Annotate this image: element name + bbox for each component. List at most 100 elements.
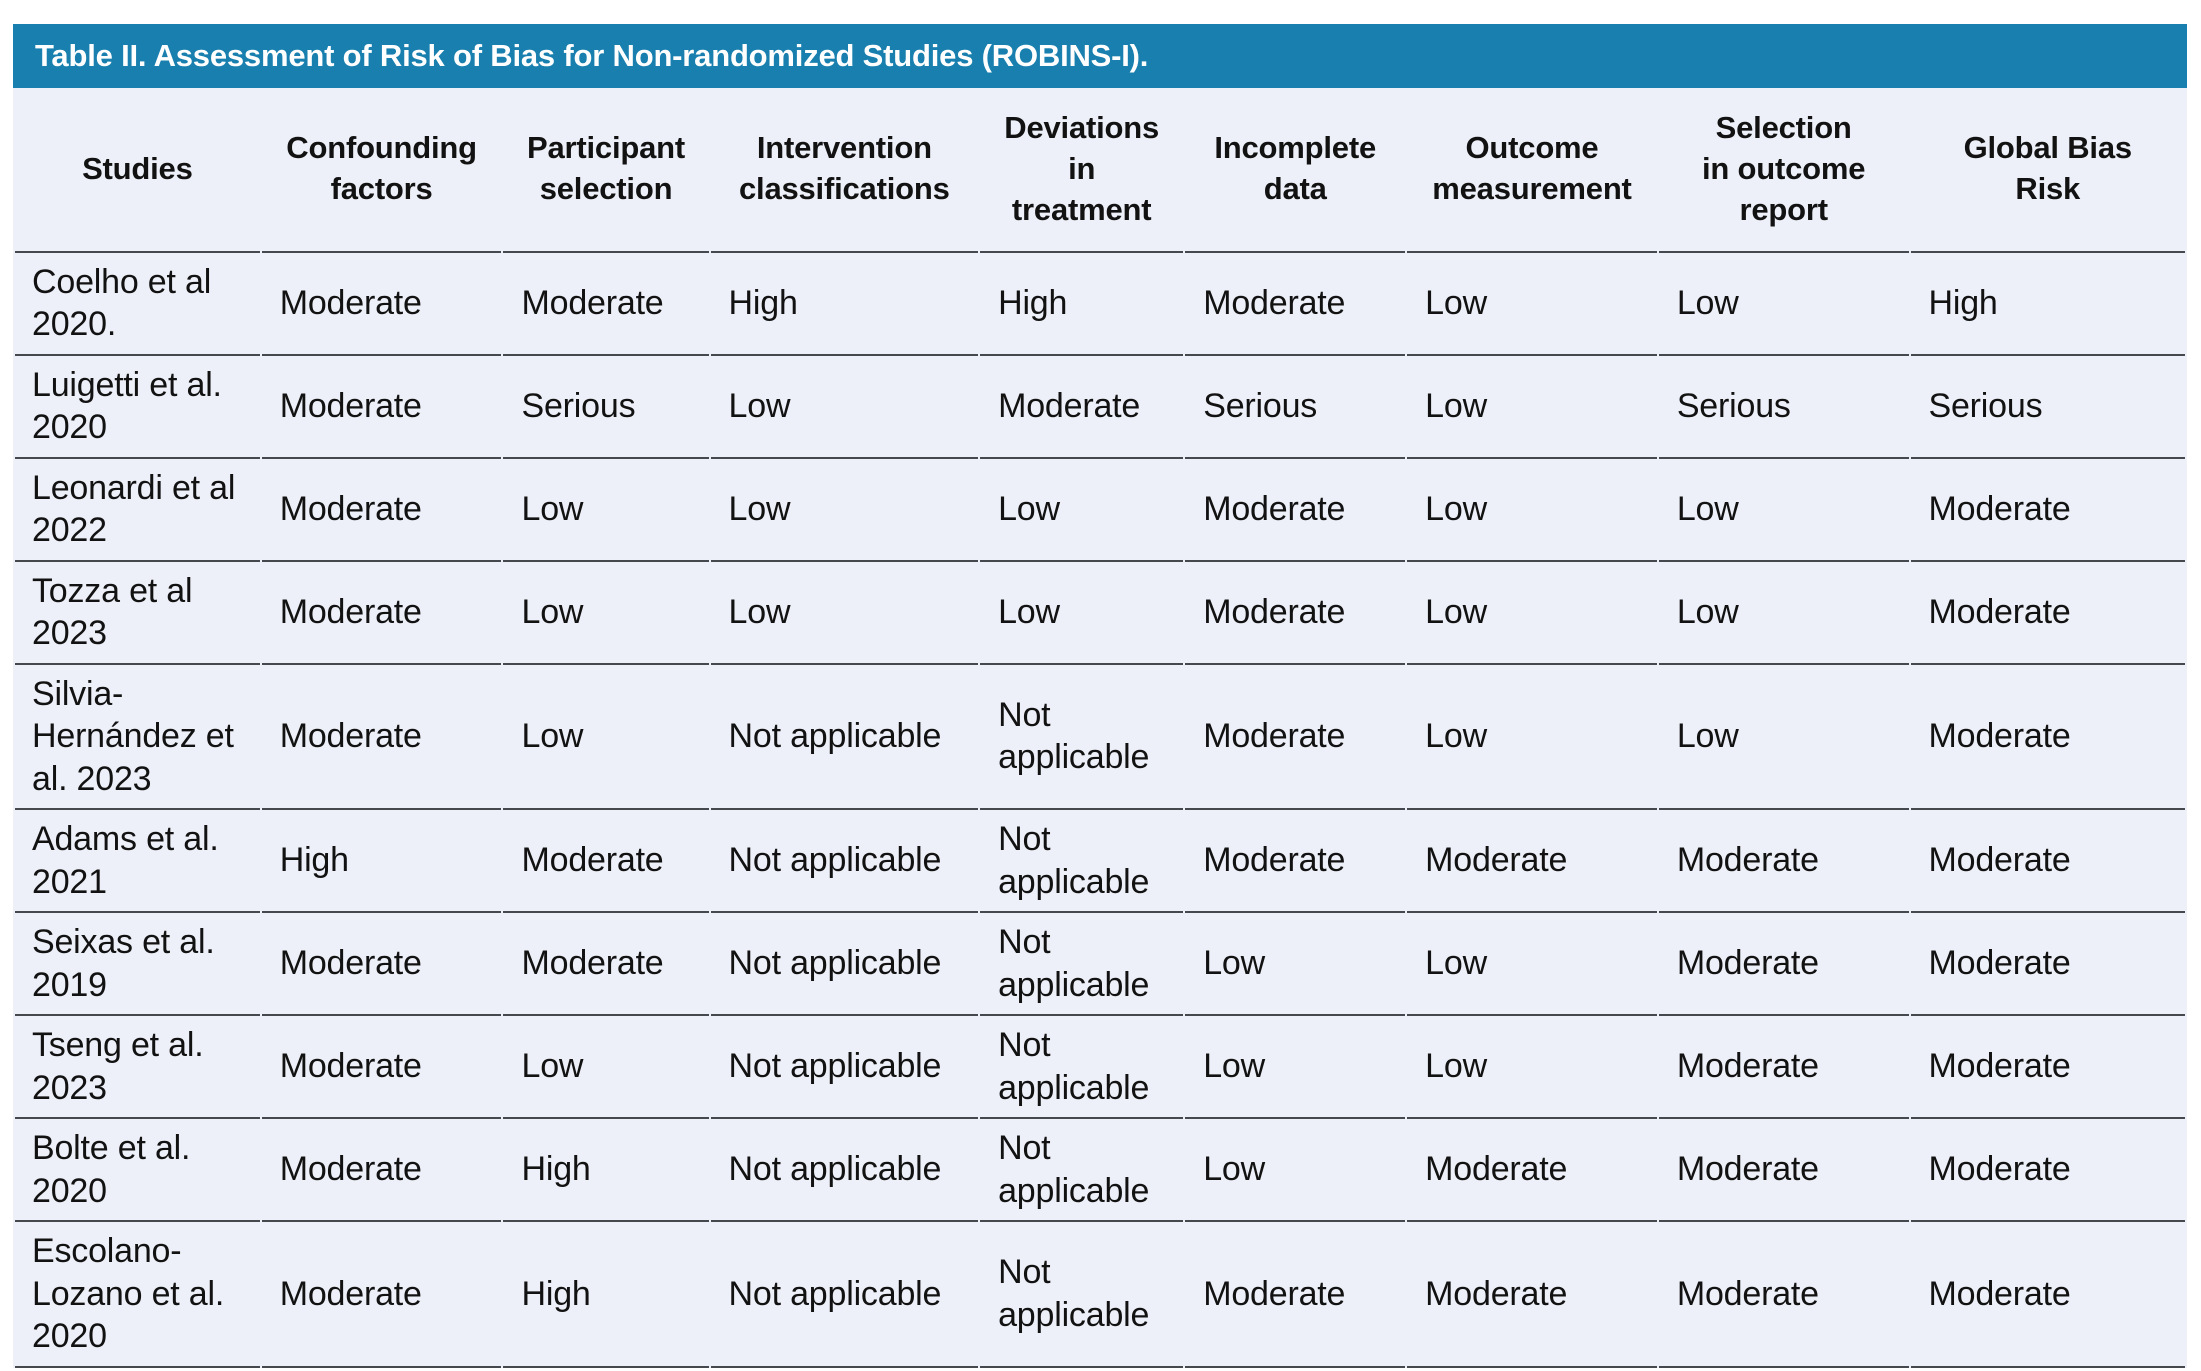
col-header-incomplete: Incomplete data [1185,88,1406,253]
col-header-deviations: Deviations in treatment [980,88,1184,253]
value-cell: High [1910,252,2185,356]
value-cell: Moderate [1910,664,2185,811]
value-cell: Moderate [1658,810,1909,914]
study-cell: Leonardi et al 2022 [15,458,260,562]
value-cell: Low [503,458,709,562]
value-cell: Moderate [1185,252,1406,356]
study-cell: Escolano- Lozano et al. 2020 [15,1222,260,1368]
value-cell: Moderate [261,355,502,459]
value-cell: Not applicable [710,1119,979,1223]
value-cell: High [710,252,979,356]
table-row: Tseng et al. 2023 Moderate Low Not applicab… [15,1016,2185,1120]
col-header-outcome: Outcome measurement [1407,88,1657,253]
value-cell: Serious [1658,355,1909,459]
value-cell: Not applicable [980,1016,1184,1120]
value-cell: Moderate [1185,458,1406,562]
value-cell: Moderate [1910,561,2185,665]
value-cell: Moderate [1910,1119,2185,1223]
value-cell: Low [1407,458,1657,562]
value-cell: Moderate [1910,913,2185,1017]
study-cell: Coelho et al 2020. [15,252,260,356]
value-cell: Low [1185,1119,1406,1223]
value-cell: Low [1185,1016,1406,1120]
value-cell: Moderate [261,1222,502,1368]
value-cell: Moderate [1185,561,1406,665]
value-cell: Moderate [1910,458,2185,562]
value-cell: Low [1407,1016,1657,1120]
value-cell: Not applicable [980,1222,1184,1368]
value-cell: Moderate [261,664,502,811]
value-cell: Low [710,355,979,459]
value-cell: Serious [503,355,709,459]
value-cell: Moderate [503,913,709,1017]
value-cell: Low [1658,664,1909,811]
value-cell: Not applicable [710,664,979,811]
table-row: Tozza et al 2023 Moderate Low Low Low Moderat… [15,561,2185,665]
value-cell: Moderate [1407,1119,1657,1223]
value-cell: Moderate [1658,1119,1909,1223]
value-cell: Low [1658,252,1909,356]
value-cell: High [503,1222,709,1368]
value-cell: Low [503,1016,709,1120]
value-cell: Low [980,458,1184,562]
table-row: Seixas et al. 2019 Moderate Moderate Not ap… [15,913,2185,1017]
col-header-confounding: Confounding factors [261,88,502,253]
value-cell: Moderate [1910,1016,2185,1120]
value-cell: Serious [1910,355,2185,459]
col-header-intervention: Intervention classifications [710,88,979,253]
col-header-global-bias: Global Bias Risk [1910,88,2185,253]
value-cell: Moderate [1658,913,1909,1017]
value-cell: Moderate [261,1119,502,1223]
value-cell: Moderate [1407,810,1657,914]
value-cell: Not applicable [710,913,979,1017]
value-cell: Low [1407,561,1657,665]
study-cell: Tozza et al 2023 [15,561,260,665]
value-cell: Low [1185,913,1406,1017]
value-cell: Moderate [261,252,502,356]
value-cell: Low [1658,458,1909,562]
col-header-selection: Selection in outcome report [1658,88,1909,253]
value-cell: Low [1407,252,1657,356]
value-cell: Not applicable [710,810,979,914]
study-cell: Luigetti et al. 2020 [15,355,260,459]
header-row: Studies Confounding factors Participant se… [15,88,2185,253]
table-title-bar: Table II. Assessment of Risk of Bias for… [13,24,2187,88]
col-header-participant: Participant selection [503,88,709,253]
study-cell: Silvia- Hernández et al. 2023 [15,664,260,811]
value-cell: Moderate [1910,1222,2185,1368]
table-row: Adams et al. 2021 High Moderate Not applica… [15,810,2185,914]
value-cell: Moderate [503,810,709,914]
table-row: Leonardi et al 2022 Moderate Low Low Low Mode… [15,458,2185,562]
value-cell: Moderate [261,458,502,562]
study-cell: Tseng et al. 2023 [15,1016,260,1120]
value-cell: Moderate [1185,810,1406,914]
value-cell: Low [1407,355,1657,459]
table-row: Luigetti et al. 2020 Moderate Serious Low Mo… [15,355,2185,459]
value-cell: Moderate [1185,1222,1406,1368]
value-cell: Not applicable [980,664,1184,811]
table-title: Table II. Assessment of Risk of Bias for… [35,38,1149,73]
value-cell: Serious [1185,355,1406,459]
value-cell: High [261,810,502,914]
study-cell: Bolte et al. 2020 [15,1119,260,1223]
value-cell: Low [503,664,709,811]
value-cell: Moderate [980,355,1184,459]
value-cell: Moderate [261,561,502,665]
value-cell: Moderate [1407,1222,1657,1368]
study-cell: Seixas et al. 2019 [15,913,260,1017]
table-row: Bolte et al. 2020 Moderate High Not applica… [15,1119,2185,1223]
value-cell: Not applicable [980,1119,1184,1223]
value-cell: High [980,252,1184,356]
value-cell: Low [1407,664,1657,811]
value-cell: Moderate [1185,664,1406,811]
study-cell: Adams et al. 2021 [15,810,260,914]
value-cell: Low [710,561,979,665]
value-cell: Not applicable [980,810,1184,914]
table-row: Escolano- Lozano et al. 2020 Moderate High… [15,1222,2185,1368]
robins-table-figure: Table II. Assessment of Risk of Bias for… [13,24,2187,1368]
table-row: Silvia- Hernández et al. 2023 Moderate Low… [15,664,2185,811]
value-cell: Moderate [1658,1222,1909,1368]
value-cell: Not applicable [980,913,1184,1017]
value-cell: Moderate [1658,1016,1909,1120]
